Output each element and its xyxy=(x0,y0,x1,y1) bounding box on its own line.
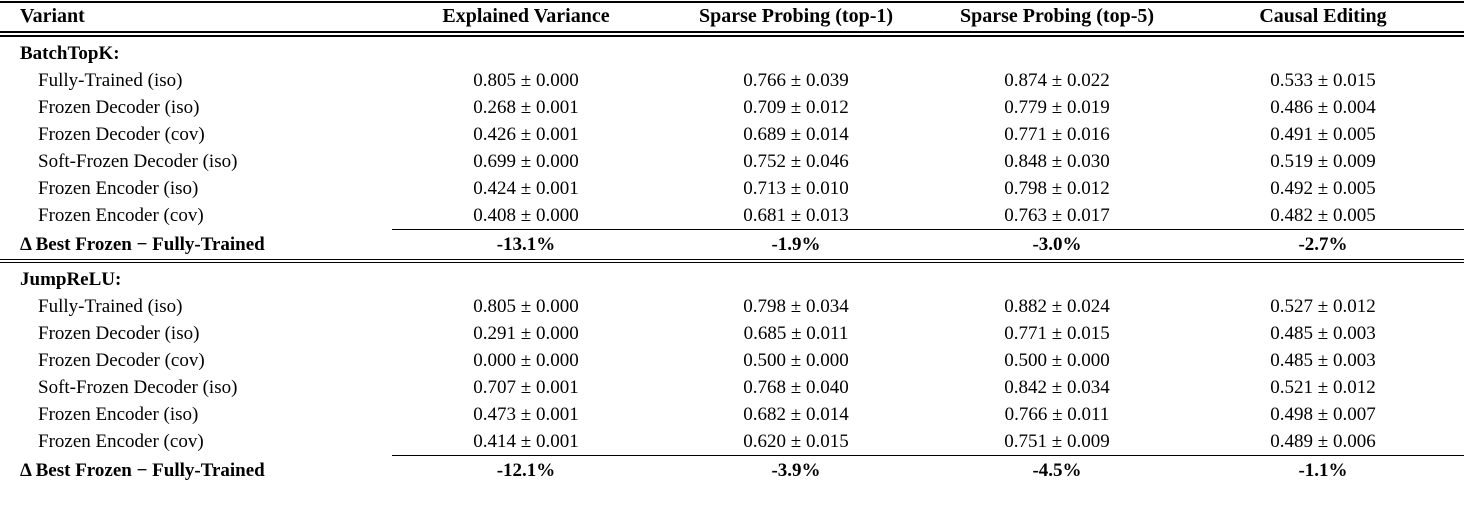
results-table: Variant Explained Variance Sparse Probin… xyxy=(0,1,1464,485)
cell-value: 0.766 ± 0.011 xyxy=(1004,404,1110,425)
cell-value: 0.882 ± 0.024 xyxy=(1004,296,1110,317)
cell-value: 0.527 ± 0.012 xyxy=(1270,296,1376,317)
cell-value: 0.766 ± 0.039 xyxy=(743,70,849,91)
delta-value: -4.5% xyxy=(932,455,1182,485)
delta-value: -2.7% xyxy=(1182,229,1464,261)
section-title: JumpReLU: xyxy=(0,259,392,293)
column-header-sparse-probing-top5: Sparse Probing (top-5) xyxy=(932,1,1182,37)
cell-value: 0.485 ± 0.003 xyxy=(1270,323,1376,344)
variant-label: Soft-Frozen Decoder (iso) xyxy=(38,151,238,172)
table-row: Frozen Decoder (cov) 0.426 ± 0.001 0.689… xyxy=(0,121,1464,148)
delta-value: -13.1% xyxy=(392,229,660,261)
cell-value: 0.519 ± 0.009 xyxy=(1270,151,1376,172)
cell-value: 0.268 ± 0.001 xyxy=(473,97,579,118)
cell-value: 0.521 ± 0.012 xyxy=(1270,377,1376,398)
header-row: Variant Explained Variance Sparse Probin… xyxy=(0,1,1464,37)
cell-value: 0.752 ± 0.046 xyxy=(743,151,849,172)
variant-label: Frozen Decoder (cov) xyxy=(38,124,205,145)
cell-value: 0.426 ± 0.001 xyxy=(473,124,579,145)
table-row: Soft-Frozen Decoder (iso) 0.699 ± 0.000 … xyxy=(0,148,1464,175)
table-row: Frozen Decoder (iso) 0.268 ± 0.001 0.709… xyxy=(0,94,1464,121)
cell-value: 0.489 ± 0.006 xyxy=(1270,431,1376,452)
cell-value: 0.709 ± 0.012 xyxy=(743,97,849,118)
cell-value: 0.498 ± 0.007 xyxy=(1270,404,1376,425)
variant-label: Frozen Encoder (cov) xyxy=(38,431,204,453)
cell-value: 0.500 ± 0.000 xyxy=(1004,350,1110,371)
delta-label: Δ Best Frozen − Fully-Trained xyxy=(20,233,265,255)
cell-value: 0.473 ± 0.001 xyxy=(473,404,579,425)
delta-value: -12.1% xyxy=(392,455,660,485)
variant-label: Frozen Decoder (cov) xyxy=(38,350,205,371)
cell-value: 0.492 ± 0.005 xyxy=(1270,178,1376,199)
cell-value: 0.771 ± 0.015 xyxy=(1004,323,1110,344)
table-row: Frozen Encoder (iso) 0.424 ± 0.001 0.713… xyxy=(0,175,1464,202)
cell-value: 0.500 ± 0.000 xyxy=(743,350,849,371)
cell-value: 0.874 ± 0.022 xyxy=(1004,70,1110,91)
cell-value: 0.805 ± 0.000 xyxy=(473,296,579,317)
table-row: Fully-Trained (iso) 0.805 ± 0.000 0.798 … xyxy=(0,293,1464,320)
delta-row-batchtopk: Δ Best Frozen − Fully-Trained -13.1% -1.… xyxy=(0,229,1464,261)
variant-label: Frozen Decoder (iso) xyxy=(38,97,200,118)
column-header-sparse-probing-top1: Sparse Probing (top-1) xyxy=(660,1,932,37)
section-header-batchtopk: BatchTopK: xyxy=(0,34,1464,67)
cell-value: 0.768 ± 0.040 xyxy=(743,377,849,398)
cell-value: 0.486 ± 0.004 xyxy=(1270,97,1376,118)
table-row: Frozen Decoder (iso) 0.291 ± 0.000 0.685… xyxy=(0,320,1464,347)
cell-value: 0.798 ± 0.012 xyxy=(1004,178,1110,199)
delta-row-jumprelu: Δ Best Frozen − Fully-Trained -12.1% -3.… xyxy=(0,455,1464,485)
cell-value: 0.685 ± 0.011 xyxy=(743,323,849,344)
table-row: Frozen Encoder (iso) 0.473 ± 0.001 0.682… xyxy=(0,401,1464,428)
delta-value: -3.0% xyxy=(932,229,1182,261)
table-row: Frozen Encoder (cov) 0.408 ± 0.000 0.681… xyxy=(0,202,1464,230)
cell-value: 0.291 ± 0.000 xyxy=(473,323,579,344)
cell-value: 0.751 ± 0.009 xyxy=(1004,431,1110,452)
cell-value: 0.798 ± 0.034 xyxy=(743,296,849,317)
cell-value: 0.779 ± 0.019 xyxy=(1004,97,1110,118)
variant-label: Frozen Encoder (cov) xyxy=(38,205,204,227)
cell-value: 0.842 ± 0.034 xyxy=(1004,377,1110,398)
table-row: Frozen Encoder (cov) 0.414 ± 0.001 0.620… xyxy=(0,428,1464,456)
section-header-jumprelu: JumpReLU: xyxy=(0,259,1464,293)
cell-value: 0.707 ± 0.001 xyxy=(473,377,579,398)
cell-value: 0.689 ± 0.014 xyxy=(743,124,849,145)
table-row: Frozen Decoder (cov) 0.000 ± 0.000 0.500… xyxy=(0,347,1464,374)
cell-value: 0.620 ± 0.015 xyxy=(743,431,849,452)
section-title: BatchTopK: xyxy=(20,43,120,64)
variant-label: Fully-Trained (iso) xyxy=(38,296,183,317)
cell-value: 0.424 ± 0.001 xyxy=(473,178,579,199)
cell-value: 0.533 ± 0.015 xyxy=(1270,70,1376,91)
delta-label: Δ Best Frozen − Fully-Trained xyxy=(20,459,265,481)
delta-value: -3.9% xyxy=(660,455,932,485)
cell-value: 0.000 ± 0.000 xyxy=(473,350,579,371)
cell-value: 0.491 ± 0.005 xyxy=(1270,124,1376,145)
variant-label: Frozen Decoder (iso) xyxy=(38,323,200,344)
cell-value: 0.682 ± 0.014 xyxy=(743,404,849,425)
cell-value: 0.763 ± 0.017 xyxy=(1004,205,1110,226)
variant-label: Soft-Frozen Decoder (iso) xyxy=(38,377,238,398)
cell-value: 0.485 ± 0.003 xyxy=(1270,350,1376,371)
cell-value: 0.414 ± 0.001 xyxy=(473,431,579,452)
cell-value: 0.805 ± 0.000 xyxy=(473,70,579,91)
cell-value: 0.713 ± 0.010 xyxy=(743,178,849,199)
cell-value: 0.848 ± 0.030 xyxy=(1004,151,1110,172)
delta-value: -1.9% xyxy=(660,229,932,261)
variant-label: Frozen Encoder (iso) xyxy=(38,178,199,199)
cell-value: 0.681 ± 0.013 xyxy=(743,205,849,226)
variant-label: Frozen Encoder (iso) xyxy=(38,404,199,425)
column-header-explained-variance: Explained Variance xyxy=(392,1,660,37)
cell-value: 0.482 ± 0.005 xyxy=(1270,205,1376,226)
cell-value: 0.771 ± 0.016 xyxy=(1004,124,1110,145)
cell-value: 0.408 ± 0.000 xyxy=(473,205,579,226)
table-row: Soft-Frozen Decoder (iso) 0.707 ± 0.001 … xyxy=(0,374,1464,401)
column-header-variant: Variant xyxy=(0,1,392,37)
variant-label: Fully-Trained (iso) xyxy=(38,70,183,91)
column-header-causal-editing: Causal Editing xyxy=(1182,1,1464,37)
cell-value: 0.699 ± 0.000 xyxy=(473,151,579,172)
delta-value: -1.1% xyxy=(1182,455,1464,485)
table-row: Fully-Trained (iso) 0.805 ± 0.000 0.766 … xyxy=(0,67,1464,94)
